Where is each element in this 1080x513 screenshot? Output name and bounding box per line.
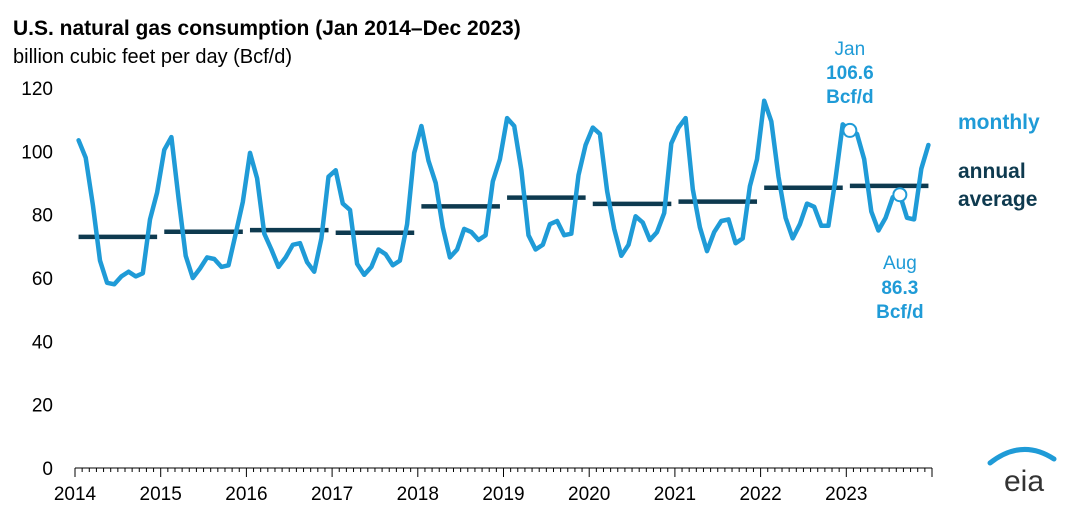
eia-logo: eia	[987, 446, 1057, 498]
x-tick-label: 2022	[739, 484, 781, 505]
annotation-unit: Bcf/d	[876, 302, 924, 323]
chart-subtitle: billion cubic feet per day (Bcf/d)	[13, 46, 292, 68]
annotation-value: 106.6	[826, 63, 874, 84]
y-tick-label: 100	[21, 142, 53, 163]
x-tick-label: 2017	[311, 484, 353, 505]
y-tick-label: 40	[32, 332, 53, 353]
chart-title: U.S. natural gas consumption (Jan 2014–D…	[13, 17, 521, 40]
y-tick-label: 120	[21, 79, 53, 100]
annotation-marker	[842, 122, 858, 138]
x-tick-label: 2016	[225, 484, 267, 505]
annotation-background	[847, 248, 952, 329]
annotation-unit: Bcf/d	[826, 87, 874, 108]
annotation-background	[797, 36, 902, 116]
annotation-month: Aug	[883, 253, 917, 274]
x-tick-label: 2019	[482, 484, 524, 505]
y-tick-label: 60	[32, 269, 53, 290]
annotation-month: Jan	[835, 39, 866, 60]
annotation-value: 86.3	[881, 278, 918, 299]
legend-annual-line1: annual	[958, 160, 1026, 183]
annotation-marker	[892, 187, 908, 203]
x-tick-label: 2018	[397, 484, 439, 505]
legend-annual-line2: average	[958, 188, 1037, 211]
y-tick-label: 80	[32, 206, 53, 227]
x-tick-label: 2021	[654, 484, 696, 505]
x-tick-label: 2015	[140, 484, 182, 505]
legend-monthly: monthly	[958, 111, 1040, 134]
y-tick-label: 0	[42, 459, 53, 480]
y-tick-label: 20	[32, 396, 53, 417]
x-tick-label: 2020	[568, 484, 610, 505]
logo-text: eia	[1004, 465, 1044, 498]
logo-swoosh	[987, 446, 1057, 466]
monthly-series-line	[76, 98, 931, 287]
x-tick-label: 2023	[825, 484, 867, 505]
x-tick-label: 2014	[54, 484, 97, 505]
